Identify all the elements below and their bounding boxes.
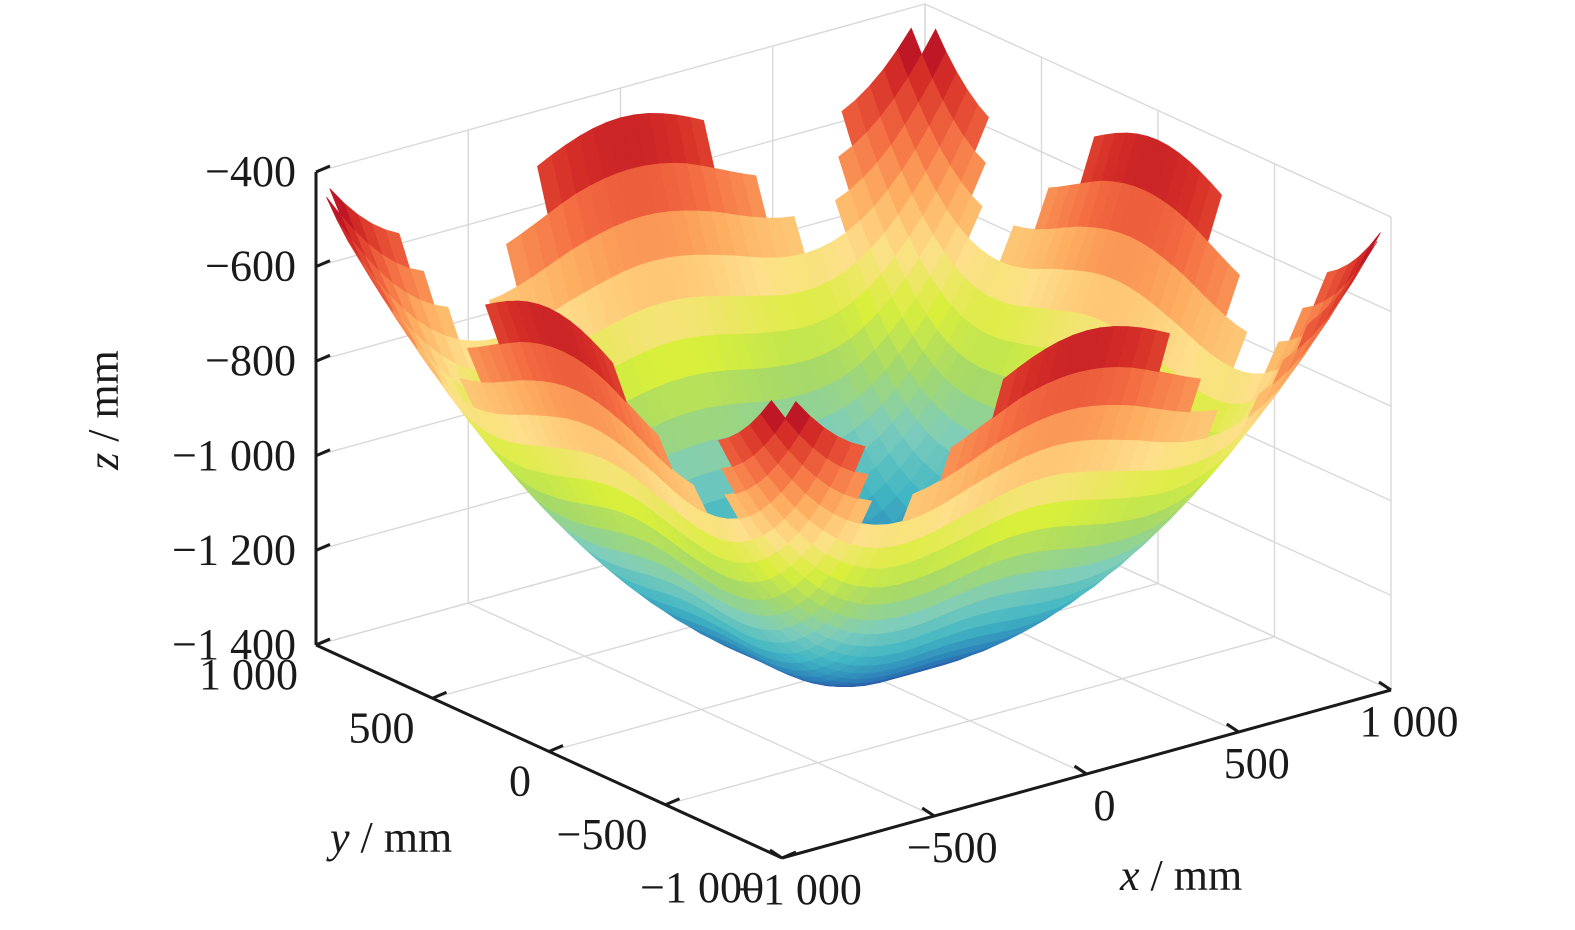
surface-patch: [681, 476, 708, 515]
y-axis-unit: / mm: [350, 813, 453, 862]
surface-patch: [1272, 349, 1298, 385]
z-axis-unit: / mm: [79, 350, 128, 453]
x-axis-label: x / mm: [1119, 851, 1242, 900]
surface-patch: [1248, 383, 1274, 418]
x-tick-label: −1 000: [738, 865, 862, 914]
x-tick-label: −500: [907, 823, 998, 872]
surface-patch: [1297, 312, 1323, 350]
surface-patch: [1355, 232, 1381, 273]
wall-gridline-z: [315, 3, 1392, 218]
surface-patch: [647, 424, 673, 470]
z-tick: [315, 353, 331, 363]
y-tick: [548, 744, 564, 753]
surface-patch: [992, 367, 1019, 419]
z-tick: [315, 543, 331, 552]
axes-layer: −400−600−800−1 000−1 200−1 400−1 000−500…: [172, 147, 1458, 914]
z-tick-label: −400: [205, 147, 296, 196]
x-tick: [769, 848, 783, 860]
z-tick-label: −600: [205, 242, 296, 291]
z-axis-label: z / mm: [79, 350, 128, 471]
surface-patch: [417, 348, 443, 384]
surface-layer: [326, 27, 1381, 688]
y-tick: [781, 850, 797, 860]
x-tick: [1378, 680, 1392, 692]
x-tick-label: 1 000: [1360, 697, 1459, 746]
y-axis-label: y / mm: [326, 813, 452, 862]
y-tick-label: −500: [557, 810, 648, 859]
surface-patch: [784, 400, 811, 435]
z-tick-label: −1 400: [172, 620, 296, 669]
y-tick: [431, 690, 448, 700]
y-tick-label: −1 000: [640, 863, 764, 912]
x-tick: [921, 806, 936, 818]
surface-patch: [760, 399, 786, 434]
x-tick-label: 0: [1094, 781, 1116, 830]
x-axis-var: x: [1119, 851, 1140, 900]
z-tick-label: −1 000: [172, 431, 296, 480]
z-axis-var: z: [79, 453, 128, 471]
x-tick: [1225, 722, 1240, 734]
z-tick-label: −1 200: [172, 525, 296, 574]
labels-layer: z / mm y / mm x / mm: [79, 350, 1242, 900]
y-tick-label: 1 000: [199, 650, 298, 699]
surface-patch: [393, 311, 419, 349]
x-tick: [1073, 764, 1088, 776]
z-tick: [315, 259, 331, 268]
y-tick-label: 500: [349, 703, 415, 752]
surface-patch: [939, 437, 966, 482]
surface-patch: [368, 272, 394, 312]
x-axis-unit: / mm: [1140, 851, 1243, 900]
y-axis-var: y: [326, 813, 350, 862]
surface-patch: [601, 350, 627, 403]
surface-patch: [901, 487, 928, 523]
z-tick-label: −800: [205, 336, 296, 385]
y-tick: [664, 797, 681, 807]
y-tick: [315, 637, 331, 647]
z-tick: [315, 448, 331, 458]
z-tick: [315, 164, 331, 174]
y-tick-label: 0: [509, 757, 531, 806]
x-tick-label: 500: [1224, 739, 1290, 788]
